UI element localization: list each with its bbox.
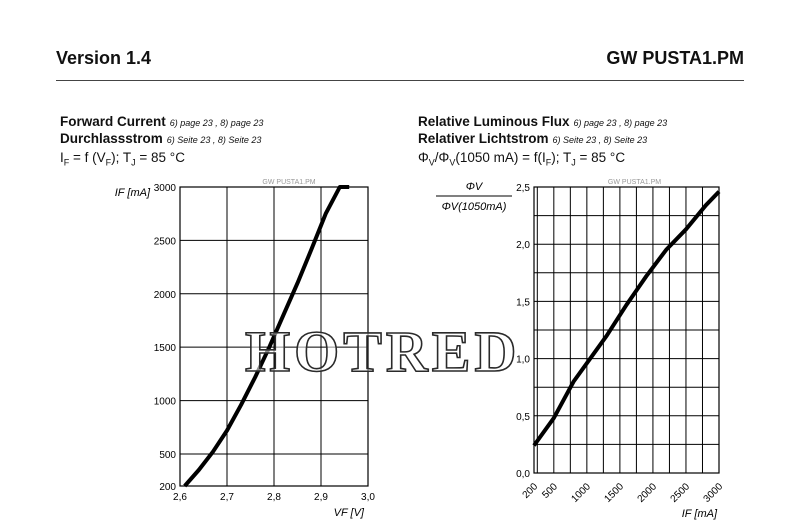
eq1-p0: I xyxy=(60,150,64,165)
version-label: Version 1.4 xyxy=(56,48,152,68)
chart2-x-tick-label: 500 xyxy=(540,481,560,501)
chart2-x-tick-label: 2500 xyxy=(669,481,693,505)
chart1-x-tick-label: 2,9 xyxy=(314,492,328,503)
chart2-title-en-refs: 6) page 23 , 8) page 23 xyxy=(573,118,668,128)
chart1-x-tick-label: 2,7 xyxy=(220,492,234,503)
chart1-title-de-refs: 6) Seite 23 , 8) Seite 23 xyxy=(166,135,262,145)
chart1-series-line xyxy=(183,185,350,488)
chart1-title-de-text: Durchlassstrom xyxy=(60,131,163,146)
chart1-title-de: Durchlassstrom 6) Seite 23 , 8) Seite 23 xyxy=(60,131,261,146)
chart1-y-tick-label: 200 xyxy=(159,482,176,493)
eq1-p1: F xyxy=(63,157,70,168)
header-rule xyxy=(56,80,744,81)
chart2-equation: ΦV/ΦV(1050 mA) = f(IF); TJ = 85 °C xyxy=(418,150,625,168)
eq1-p4: ); T xyxy=(111,150,132,165)
eq2-p3: V xyxy=(449,157,456,168)
chart2-x-tick-label: 1500 xyxy=(603,481,627,505)
chart1-y-axis-label: IF [mA] xyxy=(115,187,151,199)
eq1-p2: = f (V xyxy=(69,150,106,165)
chart2-x-tick-label: 2000 xyxy=(636,481,660,505)
chart1-y-tick-label: 500 xyxy=(159,450,176,461)
chart1-x-axis-label: VF [V] xyxy=(334,507,365,519)
chart2-source-label: GW PUSTA1.PM xyxy=(608,179,661,186)
chart2-y-tick-label: 2,5 xyxy=(516,183,530,194)
chart1-y-tick-label: 1500 xyxy=(154,343,177,354)
chart1-equation: IF = f (VF); TJ = 85 °C xyxy=(60,150,185,168)
chart2-y-tick-label: 2,0 xyxy=(516,240,530,251)
chart1-source-label: GW PUSTA1.PM xyxy=(262,179,315,186)
eq2-p8: = 85 °C xyxy=(575,150,626,165)
chart1-y-tick-label: 1000 xyxy=(154,397,177,408)
chart1-x-tick-label: 2,8 xyxy=(267,492,281,503)
product-code: GW PUSTA1.PM xyxy=(606,48,744,68)
chart2-y-label-denominator: ΦV(1050mA) xyxy=(442,201,507,213)
chart1-title-en-text: Forward Current xyxy=(60,114,166,129)
chart2-title-de: Relativer Lichtstrom 6) Seite 23 , 8) Sei… xyxy=(418,131,647,146)
chart2-title-de-refs: 6) Seite 23 , 8) Seite 23 xyxy=(552,135,648,145)
eq2-p5: F xyxy=(545,157,552,168)
chart1-x-tick-label: 3,0 xyxy=(361,492,375,503)
chart2-y-tick-label: 1,0 xyxy=(516,355,530,366)
chart2-series-line xyxy=(532,190,721,447)
eq1-p5: J xyxy=(131,157,136,168)
chart2-x-axis-label: IF [mA] xyxy=(682,508,718,520)
eq2-p4: (1050 mA) = f(I xyxy=(455,150,546,165)
eq1-p3: F xyxy=(105,157,112,168)
chart2-y-tick-label: 0,0 xyxy=(516,469,530,480)
eq2-p2: /Φ xyxy=(434,150,450,165)
chart2-y-tick-label: 0,5 xyxy=(516,412,530,423)
chart1-y-tick-label: 2500 xyxy=(154,236,177,247)
chart1-title-en-refs: 6) page 23 , 8) page 23 xyxy=(169,118,264,128)
chart2-y-label-numerator: ΦV xyxy=(466,181,484,193)
chart1-x-tick-label: 2,6 xyxy=(173,492,187,503)
eq2-p1: V xyxy=(428,157,435,168)
eq2-p6: ); T xyxy=(551,150,572,165)
chart2-x-tick-label: 1000 xyxy=(569,481,593,505)
chart2-x-tick-label: 3000 xyxy=(702,481,726,505)
chart1-plot-frame xyxy=(179,186,369,487)
watermark: HOTRED xyxy=(244,318,521,385)
eq1-p6: = 85 °C xyxy=(135,150,185,165)
eq2-p0: Φ xyxy=(418,150,429,165)
chart2-y-tick-label: 1,5 xyxy=(516,297,530,308)
chart2-title-de-text: Relativer Lichtstrom xyxy=(418,131,549,146)
eq2-p7: J xyxy=(571,157,576,168)
chart2-plot-frame xyxy=(533,186,720,474)
chart2-title-en: Relative Luminous Flux 6) page 23 , 8) pa… xyxy=(418,114,667,129)
chart2-title-en-text: Relative Luminous Flux xyxy=(418,114,570,129)
chart1-title-en: Forward Current 6) page 23 , 8) page 23 xyxy=(60,114,263,129)
chart2-x-tick-label: 200 xyxy=(521,481,541,501)
chart1-y-tick-label: 3000 xyxy=(154,183,177,194)
chart1-y-tick-label: 2000 xyxy=(154,290,177,301)
